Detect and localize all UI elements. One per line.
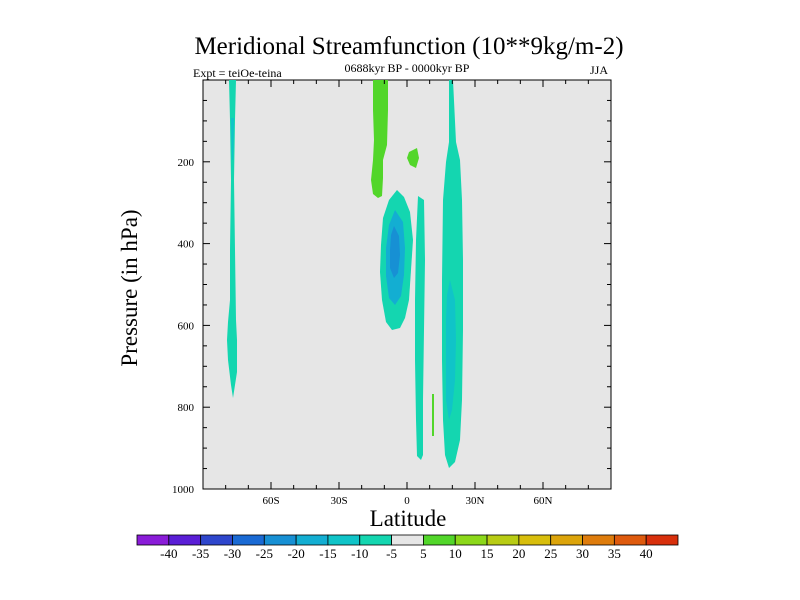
colorbar-box (518, 534, 552, 546)
colorbar-label: 30 (576, 546, 589, 561)
contour-cell-sh-midlat-core (231, 118, 234, 160)
colorbar-label: 10 (449, 546, 462, 561)
contour-cell-positive-equatorial (407, 148, 419, 168)
colorbar-box (200, 534, 233, 546)
contour-cell-positive-surface (432, 394, 434, 436)
colorbar-label: -20 (287, 546, 304, 561)
x-tick-label: 60S (262, 495, 279, 507)
colorbar-label: 35 (608, 546, 621, 561)
y-tick-label: 1000 (172, 484, 195, 496)
colorbar-box (136, 534, 170, 546)
y-tick-label: 400 (178, 239, 195, 251)
colorbar-box (645, 534, 679, 546)
colorbar-box (168, 534, 202, 546)
colorbar-box (613, 534, 647, 546)
colorbar-box (454, 534, 488, 546)
colorbar-box (327, 534, 361, 546)
colorbar-label: 25 (544, 546, 557, 561)
colorbar-box (550, 534, 583, 546)
contour-cell-nh-tropical-core (446, 280, 456, 420)
contour-fills (227, 80, 463, 468)
plot-area: 60S 30S 0 30N 60N 200 400 600 800 1000 (172, 79, 612, 507)
colorbar-label: 5 (420, 546, 427, 561)
colorbar-box (391, 534, 424, 546)
colorbar: -40 -35 -30 -25 -20 -15 -10 -5 5 10 15 20 25 30 35 40 (136, 534, 679, 561)
colorbar-label: -15 (319, 546, 336, 561)
y-axis-label: Pressure (in hPa) (117, 209, 142, 366)
colorbar-box (232, 534, 265, 546)
y-tick-label: 800 (178, 402, 195, 414)
y-tick-label: 600 (178, 320, 195, 332)
contour-cell-equatorial-narrow (415, 196, 425, 460)
period-label: 0688kyr BP - 0000kyr BP (345, 61, 470, 75)
contour-cell-sh-midlat (227, 80, 237, 398)
colorbar-label: -35 (192, 546, 209, 561)
colorbar-box (582, 534, 615, 546)
colorbar-box (423, 534, 456, 546)
contour-cell-hadley-core (390, 226, 400, 278)
colorbar-label: 40 (640, 546, 653, 561)
colorbar-label: 20 (512, 546, 525, 561)
season-label: JJA (590, 63, 608, 77)
x-tick-label: 30S (330, 495, 347, 507)
colorbar-label: -40 (160, 546, 177, 561)
colorbar-label: -25 (256, 546, 273, 561)
colorbar-label: -30 (224, 546, 241, 561)
x-tick-label: 0 (404, 495, 410, 507)
experiment-label: Expt = teiOe-teina (193, 66, 282, 80)
colorbar-box (295, 534, 329, 546)
x-tick-label: 30N (466, 495, 485, 507)
x-axis-label: Latitude (370, 506, 447, 531)
axis-ticks: 60S 30S 0 30N 60N 200 400 600 800 1000 (172, 80, 611, 507)
colorbar-box (263, 534, 297, 546)
colorbar-box (359, 534, 392, 546)
x-tick-label: 60N (534, 495, 553, 507)
colorbar-label: 15 (481, 546, 494, 561)
colorbar-label: -10 (351, 546, 368, 561)
y-tick-label: 200 (178, 157, 195, 169)
contour-cell-positive-upper (371, 80, 388, 198)
chart-title: Meridional Streamfunction (10**9kg/m-2) (194, 33, 623, 60)
colorbar-label: -5 (386, 546, 397, 561)
colorbar-box (486, 534, 520, 546)
